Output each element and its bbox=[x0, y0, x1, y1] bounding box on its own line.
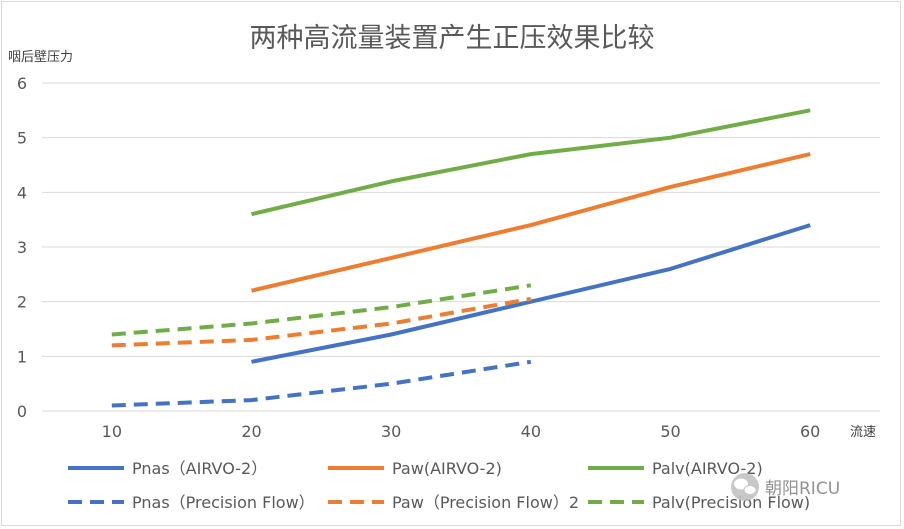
legend-item-2: Paw(AIRVO-2) bbox=[328, 459, 502, 478]
x-tick-label: 50 bbox=[660, 422, 680, 441]
legend-label: Palv(Precision Flow) bbox=[652, 493, 810, 512]
series-line-6 bbox=[111, 283, 532, 337]
wechat-icon bbox=[731, 473, 759, 501]
series-line-1 bbox=[251, 223, 811, 364]
legend-label: Pnas（AIRVO-2） bbox=[132, 459, 267, 478]
chart-title: 两种高流量装置产生正压效果比较 bbox=[250, 23, 655, 54]
legend-item-3: Palv(AIRVO-2) bbox=[588, 459, 763, 478]
y-axis-title: 咽后壁压力 bbox=[8, 50, 73, 65]
y-tick-label: 4 bbox=[17, 183, 27, 202]
legend-item-4: Pnas（Precision Flow） bbox=[68, 493, 315, 512]
legend: Pnas（AIRVO-2） Paw(AIRVO-2) Palv(AIRVO-2) Pn… bbox=[68, 459, 810, 512]
x-axis-title: 流速 bbox=[850, 425, 876, 440]
series-line-4 bbox=[111, 359, 532, 408]
series-layer bbox=[111, 108, 811, 408]
y-tick-label: 1 bbox=[17, 347, 27, 366]
watermark: 朝阳RICU bbox=[731, 473, 840, 501]
y-tick-label: 6 bbox=[17, 74, 27, 93]
legend-label: Palv(AIRVO-2) bbox=[652, 459, 763, 478]
legend-label: Paw（Precision Flow）2 bbox=[392, 493, 579, 512]
y-tick-label: 0 bbox=[17, 402, 27, 421]
x-tick-label: 30 bbox=[381, 422, 401, 441]
watermark-text: 朝阳RICU bbox=[765, 479, 840, 499]
series-line-5 bbox=[111, 296, 532, 348]
legend-item-5: Paw（Precision Flow）2 bbox=[328, 493, 579, 512]
legend-label: Paw(AIRVO-2) bbox=[392, 459, 502, 478]
legend-label: Pnas（Precision Flow） bbox=[132, 493, 315, 512]
y-tick-label: 2 bbox=[17, 293, 27, 312]
series-line-3 bbox=[251, 108, 811, 217]
x-tick-label: 40 bbox=[521, 422, 541, 441]
grid-layer bbox=[42, 82, 880, 412]
legend-item-1: Pnas（AIRVO-2） bbox=[68, 459, 267, 478]
legend-item-6: Palv(Precision Flow) bbox=[588, 493, 810, 512]
y-tick-label: 3 bbox=[17, 238, 27, 257]
series-line-2 bbox=[251, 152, 811, 293]
x-tick-label: 10 bbox=[102, 422, 122, 441]
x-tick-label: 60 bbox=[800, 422, 820, 441]
x-tick-label: 20 bbox=[241, 422, 261, 441]
y-tick-label: 5 bbox=[17, 129, 27, 148]
tick-layer: 0 1 2 3 4 5 6 10 20 30 40 50 60 bbox=[17, 74, 820, 441]
